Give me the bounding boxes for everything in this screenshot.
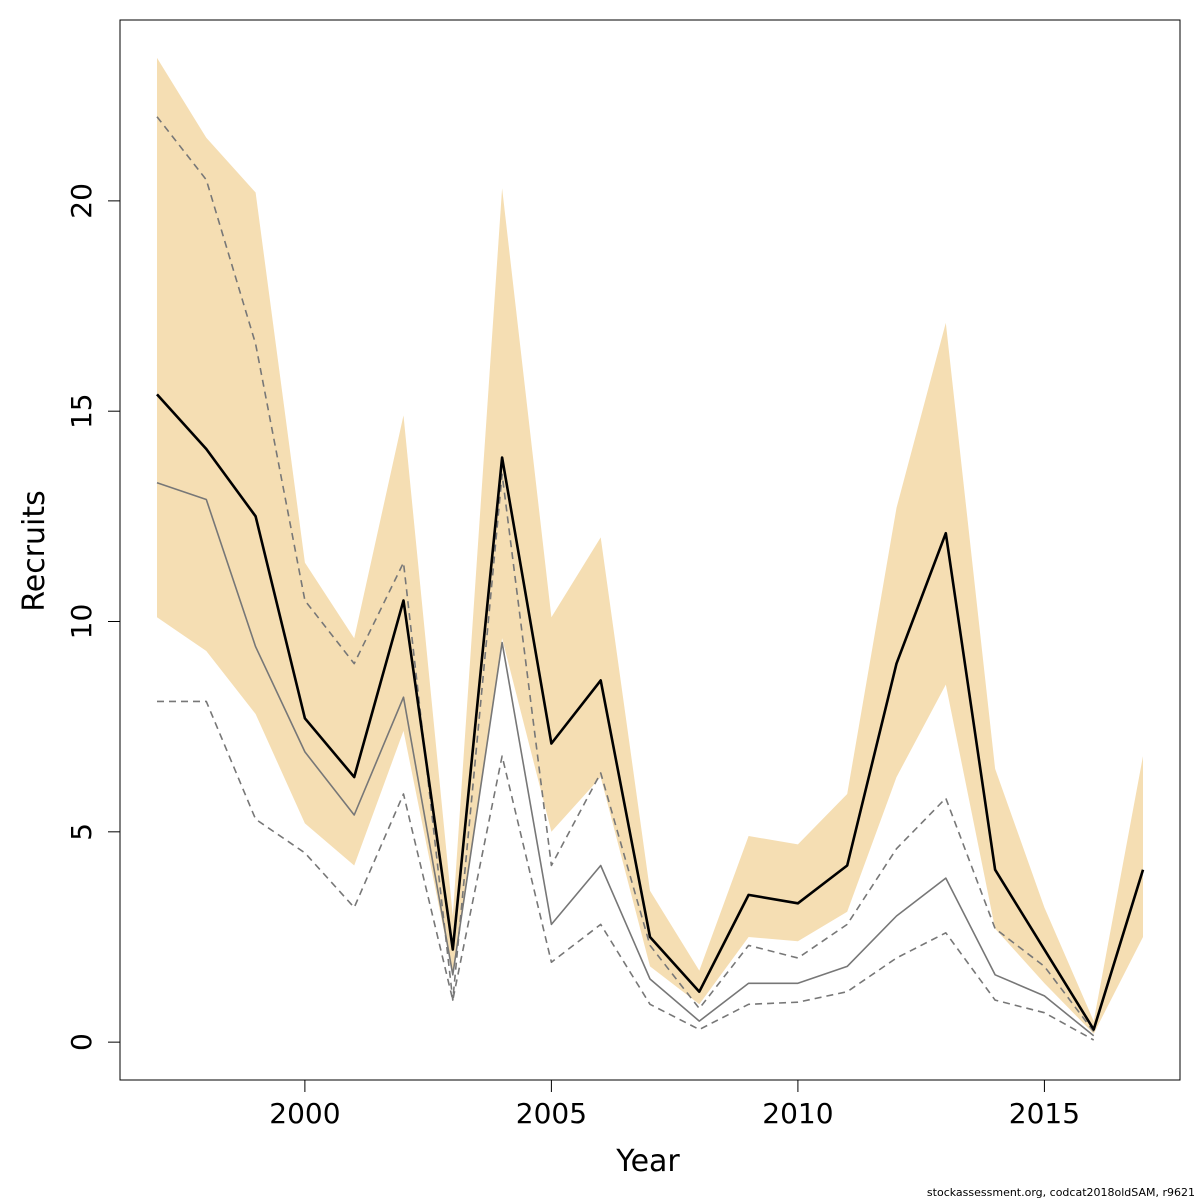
y-axis: 0 5 10 15 20: [65, 183, 120, 1051]
x-axis-title: Year: [615, 1144, 680, 1179]
series-layer: [156, 116, 1145, 1041]
source-credit: stockassessment.org, codcat2018oldSAM, r…: [927, 1186, 1195, 1199]
x-tick-label-2010: 2010: [762, 1097, 833, 1130]
confidence-band-layer: [157, 57, 1143, 1034]
y-tick-label-15: 15: [65, 393, 98, 429]
x-axis: 2000 2005 2010 2015: [269, 1080, 1080, 1130]
series-line-3: [156, 116, 1095, 1033]
series-line-4: [157, 700, 1095, 1041]
y-axis-title: Recruits: [17, 490, 52, 612]
y-tick-label-20: 20: [65, 183, 98, 219]
x-tick-label-2000: 2000: [269, 1097, 340, 1130]
x-tick-label-2015: 2015: [1009, 1097, 1080, 1130]
y-tick-label-10: 10: [65, 604, 98, 640]
series-line-2: [156, 481, 1095, 1037]
y-tick-label-0: 0: [65, 1033, 98, 1051]
plot-frame: [119, 19, 1181, 1081]
y-tick-label-5: 5: [65, 823, 98, 841]
series-line-1: [156, 393, 1145, 1031]
confidence-band: [157, 57, 1143, 1034]
x-tick-label-2005: 2005: [516, 1097, 587, 1130]
